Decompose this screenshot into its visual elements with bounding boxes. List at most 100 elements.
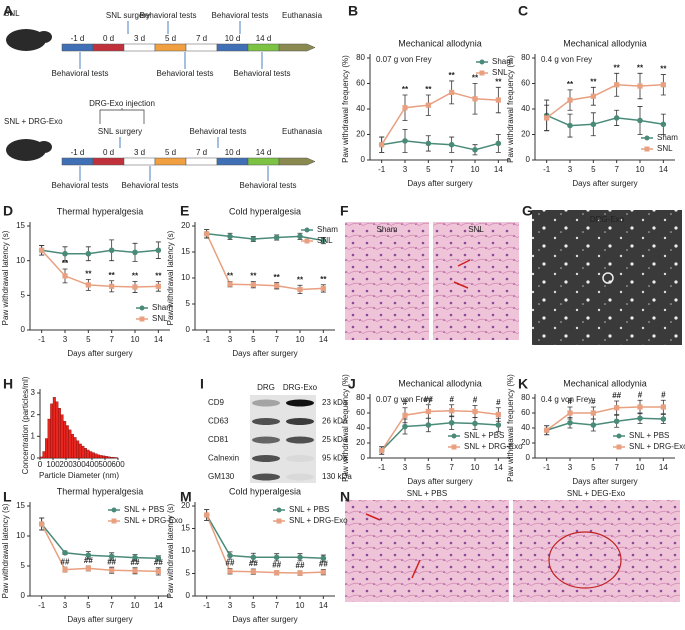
- x-tick-label: -1: [203, 335, 211, 344]
- histogram-bar: [86, 449, 90, 459]
- blot-band: [286, 418, 314, 425]
- legend-label: Sham: [492, 57, 513, 66]
- point: [204, 231, 210, 237]
- chart-title: Mechanical allodynia: [398, 38, 482, 48]
- y-axis-label: Paw withdrawal latency (s): [1, 230, 10, 325]
- y-tick-label: 0: [526, 453, 531, 462]
- point: [472, 408, 478, 415]
- image-caption: SNL + PBS: [407, 489, 447, 498]
- blot-column: DRG-Exo: [283, 383, 318, 392]
- bottom-label: Behavioral tests: [157, 69, 214, 78]
- x-tick-label: 14: [659, 463, 668, 472]
- legend-label: SNL + PBS: [629, 431, 669, 440]
- legend-marker: [139, 316, 145, 322]
- y-axis-label: Paw withdrawal frequency (%): [341, 374, 350, 482]
- x-tick-label: -1: [543, 463, 551, 472]
- histogram-bar: [91, 452, 95, 459]
- significance: #: [661, 390, 666, 399]
- injection-label: DRG-Exo injection: [89, 99, 155, 108]
- point: [448, 419, 455, 426]
- x-tick-label: 14: [494, 165, 503, 174]
- x-tick-label: 14: [659, 165, 668, 174]
- point: [495, 411, 501, 418]
- panel-label: E: [180, 203, 189, 219]
- point: [590, 422, 597, 428]
- day-label: 0 d: [103, 34, 114, 43]
- histology-image: [345, 222, 429, 340]
- chart-title: Thermal hyperalgesia: [57, 486, 144, 496]
- point: [637, 117, 643, 124]
- x-tick-label: 500: [98, 460, 112, 469]
- point: [85, 565, 91, 571]
- significance: #: [473, 396, 478, 405]
- legend-marker: [616, 433, 622, 439]
- chart: Mechanical allodynia 0.4 g von Frey 0 20 40 6…: [506, 374, 685, 486]
- histogram-bar: [102, 455, 106, 459]
- blot-band: [286, 473, 314, 481]
- x-axis-label: Days after surgery: [572, 179, 637, 188]
- chart-title: Mechanical allodynia: [563, 38, 647, 48]
- em-image: [532, 210, 682, 345]
- chart-title: Mechanical allodynia: [398, 378, 482, 388]
- point: [567, 419, 573, 426]
- day-label: 7 d: [196, 34, 207, 43]
- histogram-bar: [55, 401, 59, 459]
- point: [495, 140, 502, 147]
- histogram-bar: [97, 454, 100, 459]
- significance: **: [227, 272, 234, 281]
- histogram-bar: [110, 456, 113, 459]
- image-caption: SNL: [468, 225, 484, 234]
- x-tick-label: 300: [72, 460, 86, 469]
- blot-protein: GM130: [208, 472, 235, 481]
- x-tick-label: -1: [378, 165, 386, 174]
- image-caption: DRG-Exo: [590, 215, 625, 224]
- y-tick-label: 60: [356, 408, 365, 417]
- histogram-bar: [42, 451, 46, 459]
- x-tick-label: 10: [636, 463, 645, 472]
- panel-label: M: [180, 489, 192, 505]
- group-name: SNL + DRG-Exo: [4, 117, 63, 126]
- significance: ##: [107, 557, 116, 566]
- y-tick-label: 15: [16, 221, 25, 230]
- y-tick-label: 10: [16, 531, 25, 540]
- significance: **: [250, 272, 257, 281]
- y-tick-label: 20: [356, 438, 365, 447]
- chart: Thermal hyperalgesia 0 5 10 15 Paw withdrawal…: [1, 206, 173, 358]
- x-tick-label: 100: [46, 460, 60, 469]
- series-line: [206, 233, 324, 242]
- histogram-bar: [50, 403, 54, 459]
- top-label: Euthanasia: [282, 127, 323, 136]
- x-tick-label: 7: [109, 335, 114, 344]
- point: [297, 286, 303, 293]
- blot-band: [252, 399, 280, 407]
- x-tick-label: 0: [38, 460, 43, 469]
- y-tick-label: 80: [356, 393, 365, 402]
- y-tick-label: 10: [181, 546, 190, 555]
- histogram-bar: [94, 453, 98, 459]
- significance: #: [403, 398, 408, 407]
- x-tick-label: 3: [403, 463, 408, 472]
- timeline-segment: [123, 43, 156, 52]
- legend-label: SNL: [152, 314, 168, 323]
- significance: #: [591, 397, 596, 406]
- significance: **: [425, 85, 432, 94]
- point: [132, 249, 138, 256]
- legend-label: SNL + PBS: [289, 505, 329, 514]
- blot-size: 95 kDa: [322, 454, 348, 463]
- legend-marker: [304, 238, 310, 244]
- series-line: [41, 249, 159, 255]
- significance: **: [62, 259, 69, 268]
- y-tick-label: 20: [181, 501, 190, 510]
- blot-protein: CD81: [208, 435, 229, 444]
- day-label: 3 d: [134, 148, 145, 157]
- x-tick-label: 5: [591, 463, 596, 472]
- point: [62, 250, 68, 257]
- point: [637, 83, 643, 89]
- chart-subtitle: 0.07 g von Frey: [376, 395, 432, 404]
- y-tick-label: 0: [186, 325, 191, 334]
- x-tick-label: 10: [296, 601, 305, 610]
- x-tick-label: 5: [426, 165, 431, 174]
- significance: #: [449, 395, 454, 404]
- x-tick-label: 14: [319, 601, 328, 610]
- y-tick-label: 80: [521, 393, 530, 402]
